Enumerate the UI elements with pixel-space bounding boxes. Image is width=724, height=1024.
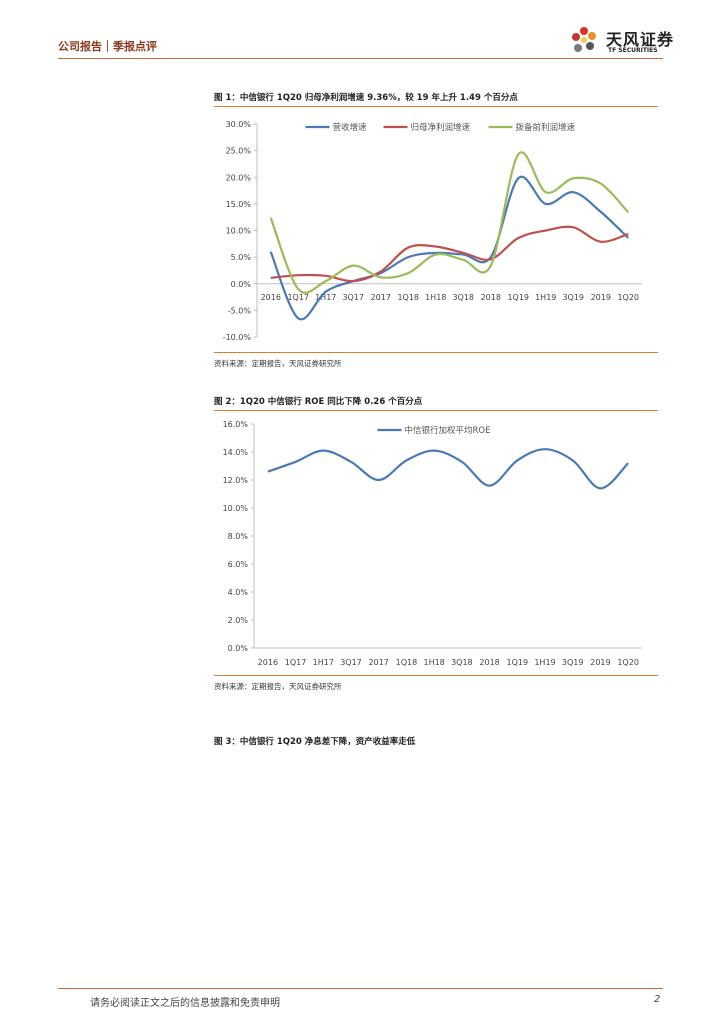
x-tick-label: 1Q17 (285, 658, 307, 667)
x-tick-label: 2019 (591, 293, 611, 302)
x-tick-label: 1H18 (425, 293, 446, 302)
y-tick-label: 5.0% (231, 253, 252, 262)
x-tick-label: 3Q17 (340, 658, 362, 667)
x-tick-label: 2017 (369, 658, 389, 667)
footer-divider (58, 988, 663, 989)
figure-1-top-rule (214, 106, 658, 107)
y-tick-label: 15.0% (226, 200, 252, 209)
flower-logo-icon (572, 27, 596, 52)
figure-2-title: 图 2：1Q20 中信银行 ROE 同比下降 0.26 个百分点 (214, 397, 423, 407)
figure-1-chart: -10.0% -5.0% 0.0% 5.0% 10.0% 15.0% 20.0% 25.0% 3… (223, 120, 642, 342)
y-tick-label: 2.0% (228, 616, 249, 625)
y-tick-label: 0.0% (231, 280, 252, 289)
figure-1-bottom-rule (214, 352, 658, 353)
x-tick-label: 1Q18 (397, 293, 419, 302)
header-divider (58, 58, 663, 59)
x-tick-label: 3Q19 (562, 293, 584, 302)
y-tick-label: 4.0% (228, 588, 249, 597)
y-tick-label: 0.0% (228, 644, 249, 653)
x-tick-label: 1H17 (315, 293, 336, 302)
x-tick-label: 2018 (479, 658, 499, 667)
x-tick-label: 1H19 (534, 658, 555, 667)
x-tick-label: 1Q20 (617, 658, 639, 667)
x-tick-label: 1H19 (535, 293, 556, 302)
legend-label: 营收增速 (333, 122, 368, 133)
report-breadcrumb: 公司报告｜季报点评 (58, 40, 157, 53)
x-tick-label: 1H17 (313, 658, 334, 667)
y-tick-label: 10.0% (223, 504, 249, 513)
x-tick-label: 3Q19 (562, 658, 584, 667)
y-tick-label: 14.0% (223, 448, 249, 457)
figure-3-title: 图 3：中信银行 1Q20 净息差下降，资产收益率走低 (214, 737, 416, 747)
x-tick-label: 1Q17 (287, 293, 309, 302)
disclaimer-note: 请务必阅读正文之后的信息披露和免责申明 (90, 998, 280, 1009)
x-tick-label: 1Q20 (617, 293, 639, 302)
figure-2-source: 资料来源：定期报告，天风证券研究所 (214, 682, 342, 691)
x-tick-label: 2017 (371, 293, 391, 302)
logo-name-cn: 天风证券 (606, 30, 675, 49)
series-line-1 (270, 225, 629, 283)
x-tick-label: 2019 (590, 658, 610, 667)
legend-label: 中信银行加权平均ROE (405, 425, 491, 436)
y-tick-label: 20.0% (226, 173, 252, 182)
y-tick-label: 8.0% (228, 532, 249, 541)
x-tick-label: 1Q19 (506, 658, 528, 667)
figure-1-title: 图 1：中信银行 1Q20 归母净利润增速 9.36%，较 19 年上升 1.4… (214, 93, 518, 103)
y-tick-label: 16.0% (223, 420, 249, 429)
x-tick-label: 1Q19 (507, 293, 529, 302)
logo-name-en: TF SECURITIES (608, 47, 658, 54)
series-line-0 (267, 448, 629, 490)
y-tick-label: 25.0% (226, 147, 252, 156)
page-number: 2 (654, 994, 661, 1005)
x-tick-label: 1H18 (423, 658, 444, 667)
y-tick-label: 6.0% (228, 560, 249, 569)
figure-1-source: 资料来源：定期报告，天风证券研究所 (214, 359, 342, 368)
x-tick-label: 2018 (481, 293, 501, 302)
x-tick-label: 3Q18 (452, 293, 474, 302)
series-line-2 (269, 151, 630, 294)
legend-label: 拨备前利润增速 (516, 122, 576, 133)
y-tick-label: 12.0% (223, 476, 249, 485)
x-tick-label: 3Q17 (342, 293, 364, 302)
figure-2-top-rule (214, 410, 658, 411)
x-tick-label: 2016 (261, 293, 281, 302)
x-tick-label: 3Q18 (451, 658, 473, 667)
series-line-0 (269, 175, 630, 321)
x-tick-label: 2016 (258, 658, 278, 667)
company-logo: 天风证券 TF SECURITIES (568, 24, 678, 58)
y-tick-label: -5.0% (228, 306, 252, 315)
figure-2-chart: 0.0% 2.0% 4.0% 6.0% 8.0% 10.0% 12.0% 14.0% 16.0%… (223, 420, 642, 667)
legend-label: 归母净利润增速 (411, 122, 471, 133)
x-tick-label: 1Q18 (396, 658, 418, 667)
figure-2-bottom-rule (214, 675, 658, 676)
y-tick-label: 30.0% (226, 120, 252, 129)
y-tick-label: 10.0% (226, 227, 252, 236)
y-tick-label: -10.0% (223, 333, 252, 342)
